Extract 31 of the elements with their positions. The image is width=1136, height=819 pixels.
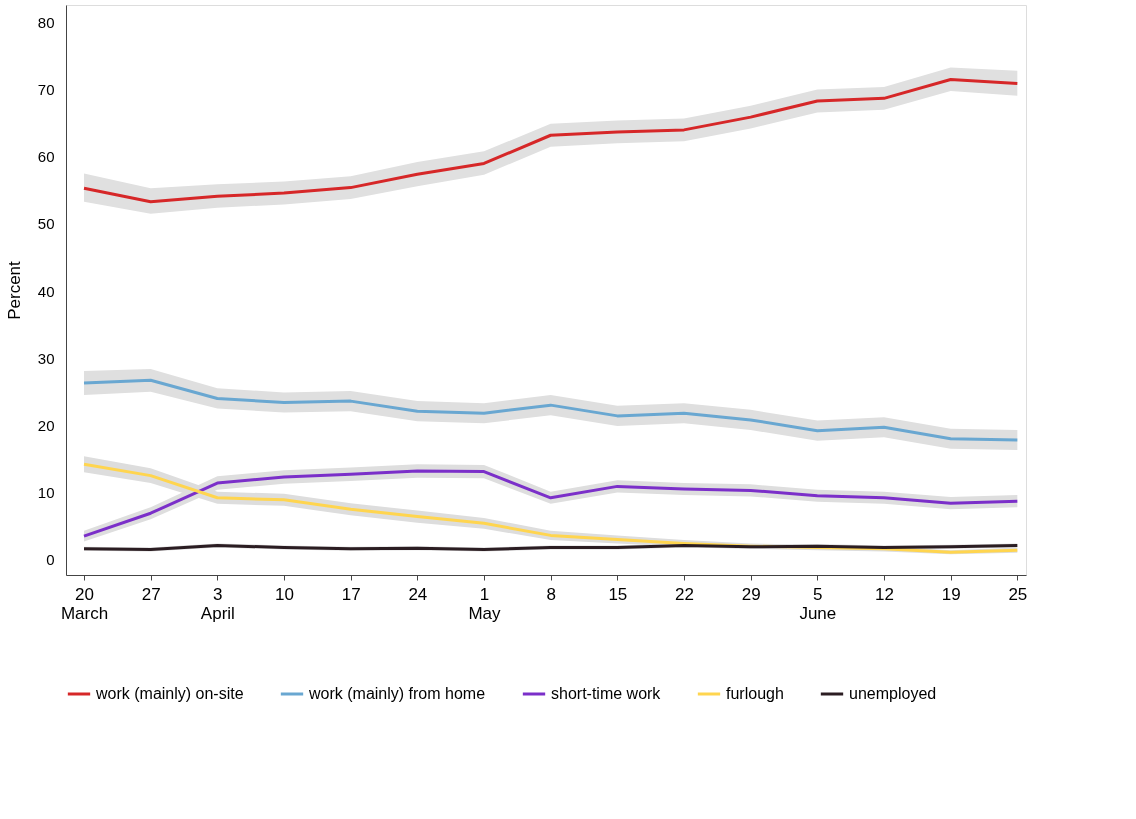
x-tick-label: 27 bbox=[141, 584, 161, 604]
y-tick-label: 20 bbox=[37, 416, 55, 434]
y-tick-label: 60 bbox=[37, 148, 55, 166]
legend-label: unemployed bbox=[849, 685, 937, 702]
x-tick-label: 29 bbox=[741, 584, 761, 604]
x-tick-label: 15 bbox=[608, 584, 628, 604]
x-tick-label: 19 bbox=[941, 584, 961, 604]
y-axis-title: Percent bbox=[4, 260, 24, 320]
y-tick-label: 70 bbox=[37, 81, 55, 99]
legend-label: furlough bbox=[726, 685, 784, 702]
legend-label: work (mainly) from home bbox=[308, 685, 486, 702]
legend-label: short-time work bbox=[551, 685, 662, 702]
legend-label: work (mainly) on-site bbox=[95, 685, 244, 702]
x-tick-label: 22 bbox=[675, 584, 694, 604]
y-tick-label: 50 bbox=[37, 215, 55, 233]
x-tick-label: 20 March bbox=[60, 584, 109, 623]
y-tick-label: 0 bbox=[46, 551, 55, 569]
y-tick-label: 40 bbox=[37, 282, 55, 300]
x-tick-label: 25 bbox=[1008, 584, 1028, 604]
x-tick-label: 5 June bbox=[799, 584, 837, 623]
y-tick-label: 30 bbox=[37, 349, 55, 367]
x-tick-label: 12 bbox=[875, 584, 894, 604]
x-tick-label: 8 bbox=[546, 584, 556, 604]
y-tick-label: 80 bbox=[37, 13, 55, 31]
x-tick-label: 1 May bbox=[468, 584, 502, 623]
y-tick-label: 10 bbox=[37, 483, 55, 501]
x-tick-label: 17 bbox=[341, 584, 361, 604]
x-tick-label: 3 April bbox=[200, 584, 235, 623]
x-tick-label: 10 bbox=[275, 584, 294, 604]
line-series bbox=[82, 378, 1019, 442]
x-tick-label: 24 bbox=[408, 584, 428, 604]
